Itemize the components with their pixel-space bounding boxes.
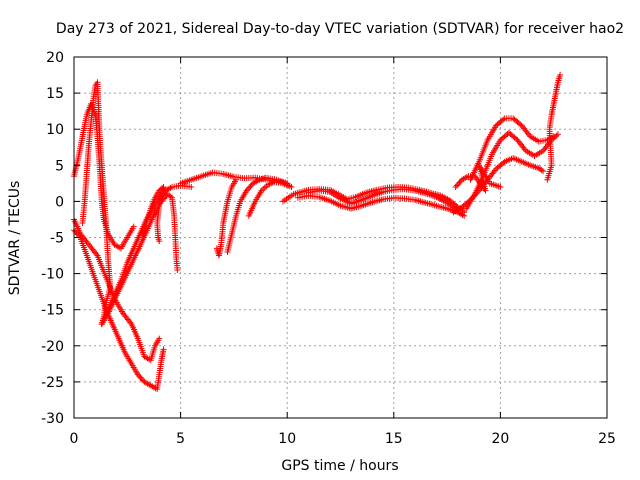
- x-tick-label: 5: [176, 431, 185, 447]
- data-point-marker: [554, 131, 561, 138]
- data-point-marker: [517, 121, 524, 128]
- data-point-marker: [288, 183, 295, 190]
- data-point-marker: [243, 187, 250, 194]
- x-tick-label: 25: [598, 431, 616, 447]
- series-track-2: [71, 227, 167, 393]
- y-tick-label: 10: [46, 122, 64, 138]
- y-tick-label: -25: [41, 375, 64, 391]
- data-point-marker: [497, 183, 504, 190]
- data-point-marker: [156, 238, 163, 245]
- axis-ticks: 0 5 10 15 20 25 -30 -25 -20 -15 -10 -5 0 5 10 15 20: [41, 50, 616, 447]
- series-track-12: [294, 192, 468, 219]
- data-point-marker: [461, 212, 468, 219]
- series-track-13: [305, 186, 459, 212]
- data-point-marker: [513, 135, 520, 142]
- grid-lines: [74, 57, 607, 418]
- data-point-marker: [456, 179, 463, 186]
- series-track-10: [245, 178, 295, 219]
- y-tick-label: -5: [50, 231, 64, 247]
- x-axis-label: GPS time / hours: [281, 458, 398, 474]
- series-track-8: [213, 176, 240, 259]
- data-point-marker: [188, 183, 195, 190]
- data-point-marker: [244, 186, 251, 193]
- y-tick-label: -15: [41, 303, 64, 319]
- data-point-marker: [130, 223, 137, 230]
- data-point-marker: [550, 133, 557, 140]
- data-point-marker: [538, 167, 545, 174]
- y-tick-label: 15: [46, 86, 64, 102]
- data-point-marker: [137, 374, 144, 381]
- data-point-marker: [174, 266, 181, 273]
- data-point-marker: [247, 183, 254, 190]
- data-point-marker: [260, 186, 267, 193]
- data-point-marker: [136, 373, 143, 380]
- data-point-marker: [453, 182, 460, 189]
- x-tick-label: 10: [278, 431, 296, 447]
- series-track-18: [452, 162, 504, 194]
- data-point-marker: [160, 346, 167, 353]
- y-axis-label: SDTVAR / TECUs: [7, 181, 23, 296]
- data-point-marker: [138, 376, 145, 383]
- x-tick-label: 0: [70, 431, 79, 447]
- data-markers: [71, 72, 564, 393]
- data-point-marker: [156, 335, 163, 342]
- data-point-marker: [167, 193, 174, 200]
- data-point-marker: [455, 181, 462, 188]
- y-tick-label: -10: [41, 267, 64, 283]
- series-track-17: [544, 72, 564, 183]
- x-tick-label: 15: [385, 431, 403, 447]
- data-point-marker: [74, 231, 81, 238]
- data-point-marker: [557, 72, 564, 79]
- series-track-16: [467, 115, 557, 183]
- data-point-marker: [540, 168, 547, 175]
- data-point-marker: [261, 184, 268, 191]
- data-point-marker: [452, 183, 459, 190]
- series-track-15: [463, 129, 561, 212]
- series-track-6: [139, 183, 167, 245]
- data-point-marker: [500, 116, 507, 123]
- data-point-marker: [233, 176, 240, 183]
- data-point-marker: [72, 228, 79, 235]
- y-tick-label: 20: [46, 50, 64, 66]
- y-tick-label: 5: [55, 158, 64, 174]
- data-point-marker: [246, 184, 253, 191]
- data-point-marker: [73, 230, 80, 237]
- x-tick-label: 20: [491, 431, 509, 447]
- y-tick-label: -30: [41, 411, 64, 427]
- data-point-marker: [500, 159, 507, 166]
- y-tick-label: -20: [41, 339, 64, 355]
- y-tick-label: 0: [55, 194, 64, 210]
- data-point-marker: [76, 233, 83, 240]
- chart-title: Day 273 of 2021, Sidereal Day-to-day VTE…: [56, 21, 624, 37]
- data-point-marker: [134, 371, 141, 378]
